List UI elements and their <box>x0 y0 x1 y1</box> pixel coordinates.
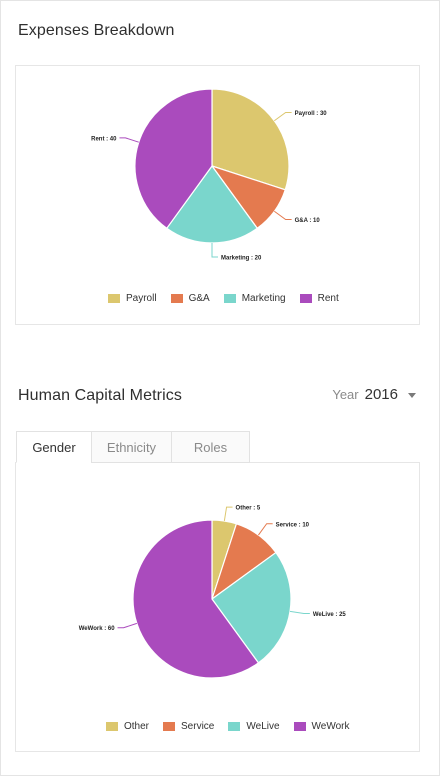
gender-slice-wework[interactable] <box>132 519 260 679</box>
expenses-slice-label-0: Payroll : 30 <box>295 111 328 117</box>
legend-item-marketing[interactable]: Marketing <box>223 293 286 304</box>
tab-roles[interactable]: Roles <box>171 431 250 463</box>
gender-slice-label-1: Service : 10 <box>276 522 310 528</box>
gender-leader-line-0 <box>223 506 233 522</box>
expenses-slice-label-3: Rent : 40 <box>91 136 117 142</box>
legend-label-rent: Rent <box>317 293 339 304</box>
caret-down-icon[interactable] <box>408 393 416 398</box>
year-label: Year <box>332 387 359 402</box>
legend-label-welive: WeLive <box>246 721 280 732</box>
gender-slice-label-2: WeLive : 25 <box>313 612 347 618</box>
expenses-slice-marketing[interactable] <box>165 164 259 244</box>
legend-label-marketing: Marketing <box>241 293 286 304</box>
legend-label-service: Service <box>181 721 215 732</box>
gender-leader-line-1 <box>258 523 273 536</box>
legend-label-payroll: Payroll <box>126 293 157 304</box>
gender-slice-label-0: Other : 5 <box>236 506 261 512</box>
legend-item-rent[interactable]: Rent <box>299 293 339 304</box>
expenses-pie-chart: Payroll : 30 G&A : 10 Marketing : 20 Rent :… <box>91 88 328 262</box>
legend-label-other: Other <box>124 721 150 732</box>
legend-swatch-marketing <box>223 294 236 303</box>
legend-swatch-payroll <box>108 294 120 303</box>
legend-item-other[interactable]: Other <box>106 721 149 732</box>
gender-pie-chart: Other : 5 Service : 10 WeLive : 25 WeWork :… <box>79 506 347 679</box>
legend-swatch-service <box>163 722 176 731</box>
legend-label-ga: G&A <box>188 293 210 304</box>
expenses-leader-line-3 <box>119 137 139 143</box>
gender-leader-line-2 <box>289 610 310 615</box>
human-capital-tabs: Gender Ethnicity Roles <box>16 431 250 463</box>
gender-slice-label-3: WeWork : 60 <box>79 626 115 632</box>
expenses-slice-label-1: G&A : 10 <box>295 218 321 224</box>
human-capital-title: Human Capital Metrics <box>18 387 182 404</box>
year-value: 2016 <box>364 386 398 403</box>
expenses-leader-line-2 <box>211 243 218 258</box>
gender-leader-line-3 <box>117 622 138 629</box>
expenses-slice-label-2: Marketing : 20 <box>221 256 262 262</box>
gender-slice-welive[interactable] <box>211 551 292 664</box>
legend-item-wework[interactable]: WeWork <box>293 721 350 732</box>
legend-swatch-other <box>106 722 118 731</box>
legend-swatch-welive <box>228 722 241 731</box>
expenses-slice-payroll[interactable] <box>211 88 290 191</box>
year-selector[interactable]: Year 2016 <box>332 386 416 403</box>
legend-swatch-rent <box>299 294 312 303</box>
expenses-slice-rent[interactable] <box>134 88 213 230</box>
legend-swatch-ga <box>170 294 183 303</box>
tab-ethnicity[interactable]: Ethnicity <box>91 431 171 463</box>
legend-swatch-wework <box>293 722 306 731</box>
legend-label-wework: WeWork <box>311 721 350 732</box>
expenses-legend: Payroll G&A Marketing Rent <box>108 293 339 304</box>
tab-gender[interactable]: Gender <box>16 431 91 463</box>
gender-legend: Other Service WeLive WeWork <box>106 721 350 732</box>
expenses-leader-line-1 <box>274 210 292 220</box>
legend-item-payroll[interactable]: Payroll <box>108 293 157 304</box>
legend-item-ga[interactable]: G&A <box>170 293 210 304</box>
expenses-leader-line-0 <box>274 112 292 122</box>
expenses-title: Expenses Breakdown <box>18 22 175 39</box>
legend-item-service[interactable]: Service <box>163 721 214 732</box>
legend-item-welive[interactable]: WeLive <box>228 721 280 732</box>
